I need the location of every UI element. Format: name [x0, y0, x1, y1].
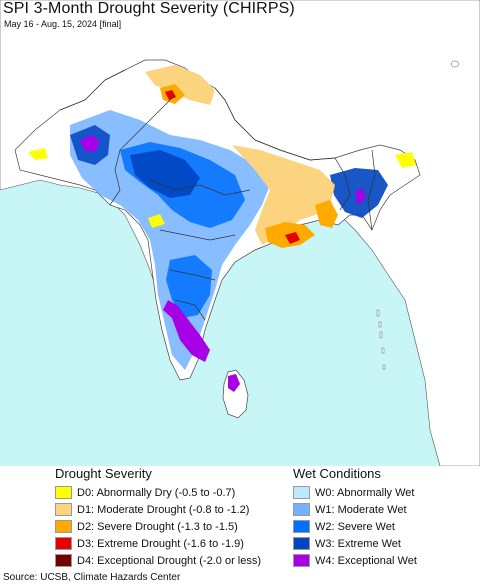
source-credit: Source: UCSB, Climate Hazards Center — [3, 572, 181, 583]
wet-region-extreme — [130, 150, 200, 198]
legend-item-w4: W4: Exceptional Wet — [293, 552, 417, 569]
drought-region-west — [28, 148, 48, 160]
legend-item-w3: W3: Extreme Wet — [293, 535, 417, 552]
legend-swatch-d1 — [55, 503, 72, 516]
legend-item-d2: D2: Severe Drought (-1.3 to -1.5) — [55, 518, 261, 535]
legend-item-w2: W2: Severe Wet — [293, 518, 417, 535]
legend-drought-heading: Drought Severity — [55, 466, 152, 481]
drought-region-gujarat — [148, 214, 165, 228]
legend-swatch-d2 — [55, 520, 72, 533]
legend-swatch-d0 — [55, 486, 72, 499]
map-title: SPI 3-Month Drought Severity (CHIRPS) — [3, 0, 295, 17]
legend-swatch-w0 — [293, 486, 310, 499]
legend-label-d0: D0: Abnormally Dry (-0.5 to -0.7) — [77, 486, 236, 499]
legend-label-w2: W2: Severe Wet — [315, 520, 395, 533]
legend-item-w1: W1: Moderate Wet — [293, 501, 417, 518]
legend-label-d1: D1: Moderate Drought (-0.8 to -1.2) — [77, 503, 250, 516]
wet-region-exceptional-srilanka — [228, 374, 240, 392]
legend-drought: Drought Severity D0: Abnormally Dry (-0.… — [55, 466, 261, 569]
drought-region-north — [145, 65, 215, 105]
drought-region-north-extreme — [165, 90, 176, 100]
legend-item-d0: D0: Abnormally Dry (-0.5 to -0.7) — [55, 484, 261, 501]
legend-wet: Wet Conditions W0: Abnormally Wet W1: Mo… — [293, 466, 417, 569]
legend-label-d3: D3: Extreme Drought (-1.6 to -1.9) — [77, 537, 244, 550]
legend-label-w4: W4: Exceptional Wet — [315, 554, 417, 567]
legend-item-w0: W0: Abnormally Wet — [293, 484, 417, 501]
map-canvas — [0, 0, 480, 466]
legend-wet-heading: Wet Conditions — [293, 466, 381, 481]
legend-item-d1: D1: Moderate Drought (-0.8 to -1.2) — [55, 501, 261, 518]
wet-region-northeast-exceptional — [355, 188, 366, 205]
wet-region-exceptional-southwest — [163, 300, 210, 362]
legend-label-w0: W0: Abnormally Wet — [315, 486, 415, 499]
legend-swatch-w2 — [293, 520, 310, 533]
legend-swatch-d4 — [55, 554, 72, 567]
legend-swatch-w4 — [293, 554, 310, 567]
map-date-range: May 16 - Aug. 15, 2024 [final] — [4, 19, 122, 29]
wet-region-exceptional-west — [80, 135, 100, 152]
legend-label-d2: D2: Severe Drought (-1.3 to -1.5) — [77, 520, 238, 533]
small-island — [450, 60, 460, 68]
map-panel: SPI 3-Month Drought Severity (CHIRPS) Ma… — [0, 0, 480, 466]
legend-swatch-d3 — [55, 537, 72, 550]
wet-region-south — [166, 255, 212, 318]
legend-label-w1: W1: Moderate Wet — [315, 503, 407, 516]
legend-label-d4: D4: Exceptional Drought (-2.0 or less) — [77, 554, 262, 567]
legend-item-d4: D4: Exceptional Drought (-2.0 or less) — [55, 552, 261, 569]
drought-region-bengal — [315, 200, 338, 228]
legend-label-w3: W3: Extreme Wet — [315, 537, 401, 550]
border-lines — [59, 69, 376, 321]
drought-region-gangetic — [232, 145, 335, 245]
legend-swatch-w3 — [293, 537, 310, 550]
legend: Drought Severity D0: Abnormally Dry (-0.… — [0, 466, 480, 568]
legend-item-d3: D3: Extreme Drought (-1.6 to -1.9) — [55, 535, 261, 552]
drought-region-northeast — [395, 152, 416, 168]
andaman-islands — [376, 309, 386, 370]
legend-swatch-w1 — [293, 503, 310, 516]
drought-region-east-extreme — [285, 232, 300, 244]
